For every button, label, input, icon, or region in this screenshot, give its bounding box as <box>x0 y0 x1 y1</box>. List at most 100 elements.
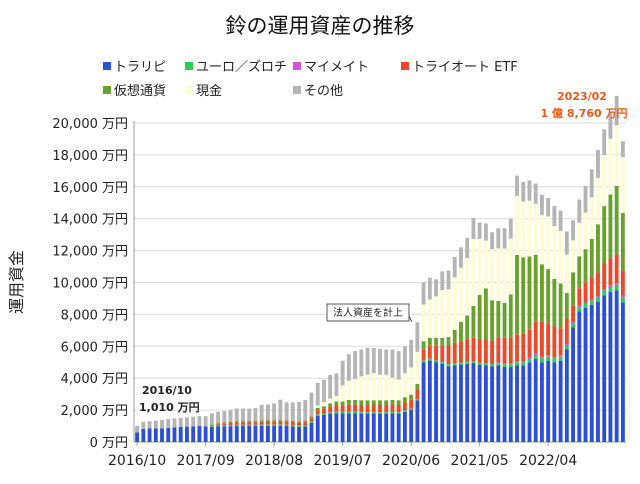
bar-segment <box>365 413 370 442</box>
bar-segment <box>384 413 389 442</box>
bar-segment <box>620 141 625 158</box>
bar-segment <box>477 222 482 239</box>
bar-segment <box>396 351 401 380</box>
bar-segment <box>359 412 364 414</box>
bar-segment <box>209 426 214 442</box>
bar-segment <box>434 345 438 361</box>
bar-segment <box>427 358 432 361</box>
bar-segment <box>346 399 351 405</box>
callout-pointer <box>408 315 413 323</box>
bar-segment <box>278 420 283 422</box>
bar-segment <box>290 420 295 423</box>
bar-segment <box>328 375 333 399</box>
bar-segment <box>396 413 401 442</box>
bar-segment <box>359 405 364 413</box>
bar-segment <box>539 356 544 359</box>
bar-segment <box>434 362 438 442</box>
bar-segment <box>546 360 551 442</box>
bar-segment <box>589 277 594 300</box>
bar-segment <box>558 355 563 357</box>
bar-segment <box>527 329 532 358</box>
bar-segment <box>346 404 351 412</box>
bar-segment <box>378 348 382 375</box>
bar-segment <box>334 405 339 412</box>
bar-segment <box>185 426 189 442</box>
bar-segment <box>353 379 358 400</box>
bar-segment <box>515 362 519 366</box>
bar-segment <box>284 426 289 442</box>
bar-segment <box>614 290 619 442</box>
bar-segment <box>303 420 308 423</box>
bar-segment <box>322 414 326 442</box>
bar-segment <box>353 413 358 442</box>
bar-segment <box>328 406 333 413</box>
bar-segment <box>564 254 569 294</box>
bar-segment <box>558 360 563 442</box>
bar-segment <box>440 271 445 290</box>
bar-segment <box>452 329 457 343</box>
bar-segment <box>297 425 301 427</box>
bar-segment <box>533 355 538 360</box>
y-tick-label: 14,000 万円 <box>52 213 128 228</box>
bar-segment <box>315 405 320 408</box>
bar-segment <box>614 125 619 186</box>
bar-segment <box>608 111 613 139</box>
bar-segment <box>247 421 252 423</box>
bar-segment <box>440 337 445 346</box>
bar-segment <box>166 419 171 428</box>
bar-segment <box>378 400 382 405</box>
bar-segment <box>402 411 407 442</box>
bar-segment <box>415 398 420 401</box>
bar-segment <box>365 405 370 413</box>
bar-segment <box>384 400 389 405</box>
bar-segment <box>502 302 507 338</box>
bar-segment <box>496 301 501 338</box>
bar-segment <box>222 426 227 442</box>
bar-segment <box>521 333 526 361</box>
legend-label: トライオート ETF <box>412 60 518 75</box>
bar-segment <box>234 421 239 423</box>
legend-swatch <box>103 86 111 94</box>
y-tick-label: 8,000 万円 <box>61 308 128 323</box>
bar-segment <box>539 362 544 442</box>
bar-segment <box>564 349 569 442</box>
bar-segment <box>552 326 557 357</box>
bar-segment <box>502 364 507 368</box>
bar-segment <box>402 373 407 398</box>
bar-segment <box>546 269 551 324</box>
bar-segment <box>515 254 519 335</box>
bar-segment <box>191 426 196 442</box>
bar-segment <box>415 389 420 399</box>
bar-segment <box>153 420 158 429</box>
bar-segment <box>602 295 607 442</box>
bar-segment <box>452 363 457 366</box>
bar-segment <box>216 424 221 426</box>
bar-segment <box>322 406 326 409</box>
bar-segment <box>340 385 345 402</box>
bar-segment <box>259 421 264 425</box>
bar-segment <box>253 422 258 425</box>
bar-segment <box>309 421 314 423</box>
bar-segment <box>465 237 470 259</box>
bar-segment <box>259 425 264 442</box>
bar-segment <box>521 360 526 363</box>
bar-segment <box>203 426 208 442</box>
bar-segment <box>396 379 401 401</box>
x-tick-label: 2021/05 <box>451 453 509 469</box>
bar-segment <box>602 129 607 156</box>
bar-segment <box>365 374 370 401</box>
bar-segment <box>608 285 613 287</box>
bar-segment <box>178 426 183 442</box>
bar-segment <box>546 197 551 217</box>
bar-segment <box>359 376 364 401</box>
bar-segment <box>309 392 314 417</box>
bar-segment <box>583 302 588 305</box>
bar-segment <box>620 270 625 296</box>
bar-segment <box>353 411 358 414</box>
bar-segment <box>390 377 395 400</box>
bar-segment <box>278 421 283 425</box>
bar-segment <box>322 408 326 414</box>
bar-segment <box>483 365 488 442</box>
legend-label: ユーロ／ズロチ <box>196 59 287 75</box>
